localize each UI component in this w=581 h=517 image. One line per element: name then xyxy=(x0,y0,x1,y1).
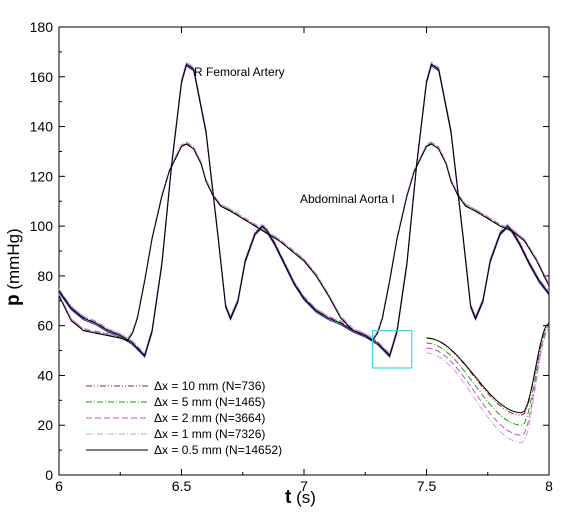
zoom-inset xyxy=(426,322,550,444)
y-tick-label: 60 xyxy=(37,318,53,334)
inset-curve xyxy=(426,330,550,444)
y-tick-label: 160 xyxy=(30,69,54,85)
zoom-box xyxy=(372,330,413,369)
plot-frame xyxy=(58,26,550,476)
x-tick-label: 6.5 xyxy=(172,478,192,494)
y-tick-label: 0 xyxy=(45,467,53,483)
x-axis-label: t (s) xyxy=(285,487,316,508)
y-axis-label: p (mmHg) xyxy=(3,228,24,306)
inset-curve xyxy=(426,325,550,426)
legend-label: Δx = 10 mm (N=736) xyxy=(154,379,265,393)
x-tick-label: 7.5 xyxy=(417,478,437,494)
y-tick-label: 40 xyxy=(37,367,53,383)
inset-curve xyxy=(426,327,550,436)
legend-label: Δx = 0.5 mm (N=14652) xyxy=(154,443,282,457)
aorta-series-line xyxy=(58,141,550,340)
femoral-series-line xyxy=(58,63,550,357)
y-tick-label: 20 xyxy=(37,417,53,433)
annotation-femoral: R Femoral Artery xyxy=(194,65,285,79)
legend-label: Δx = 2 mm (N=3664) xyxy=(154,411,265,425)
y-tick-label: 100 xyxy=(30,218,54,234)
legend: Δx = 10 mm (N=736) Δx = 5 mm (N=1465) Δx =… xyxy=(86,379,282,457)
y-tick-label: 80 xyxy=(37,268,53,284)
femoral-series-line xyxy=(58,61,550,355)
aorta-series-line xyxy=(58,143,550,342)
x-tick-label: 8 xyxy=(545,478,553,494)
y-tick-label: 120 xyxy=(30,168,54,184)
aorta-series-line xyxy=(58,142,550,341)
x-tick-label: 7 xyxy=(300,478,308,494)
legend-label: Δx = 5 mm (N=1465) xyxy=(154,395,265,409)
series-layer xyxy=(58,61,550,369)
aorta-series-line xyxy=(58,141,550,340)
annotation-aorta: Abdominal Aorta I xyxy=(300,192,395,206)
inset-curve xyxy=(426,322,550,414)
legend-label: Δx = 1 mm (N=7326) xyxy=(154,427,265,441)
x-tick-label: 6 xyxy=(55,478,63,494)
aorta-series-line xyxy=(58,143,550,342)
y-tick-label: 180 xyxy=(30,19,54,35)
y-tick-label: 140 xyxy=(30,119,54,135)
